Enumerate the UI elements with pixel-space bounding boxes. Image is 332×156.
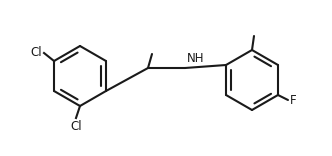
Text: Cl: Cl <box>70 120 82 133</box>
Text: NH: NH <box>187 52 205 65</box>
Text: F: F <box>290 93 296 107</box>
Text: Cl: Cl <box>31 46 42 59</box>
